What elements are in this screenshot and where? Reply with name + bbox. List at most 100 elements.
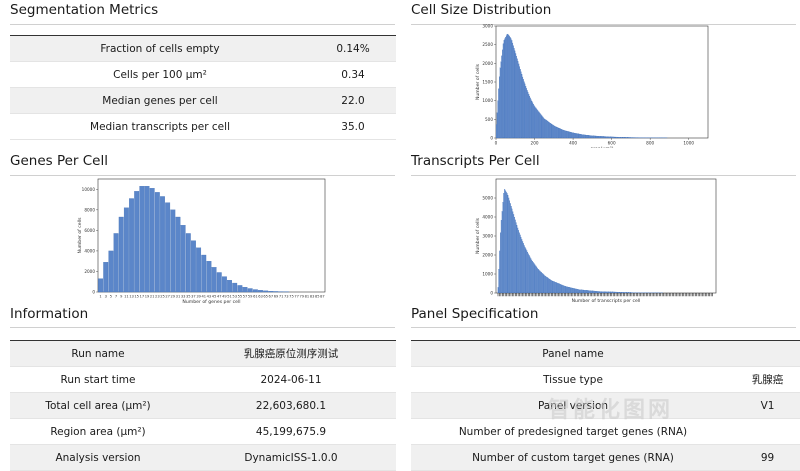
histogram-bar [119, 217, 124, 292]
histogram-bar [525, 249, 526, 293]
histogram-bar [600, 292, 601, 293]
histogram-bar [581, 290, 582, 293]
histogram-bar [588, 290, 589, 293]
histogram-bar [611, 137, 612, 138]
histogram-bar [232, 283, 237, 292]
histogram-bar [611, 292, 612, 293]
histogram-bar [572, 132, 573, 138]
y-tick-label: 5000 [482, 196, 493, 201]
y-tick-label: 4000 [482, 215, 493, 220]
histogram-bar [559, 284, 560, 293]
histogram-bar [566, 131, 567, 138]
histogram-bar [562, 129, 563, 138]
histogram-bar [513, 46, 514, 138]
histogram-bar [248, 289, 253, 292]
table-row: Total cell area (µm²) 22,603,680.1 [10, 393, 396, 419]
histogram-bar [533, 262, 534, 293]
histogram-bar [628, 292, 629, 293]
row-label: Total cell area (µm²) [10, 393, 186, 419]
y-tick-label: 2000 [482, 61, 493, 66]
x-tick-label: 43 [207, 295, 212, 299]
histogram-bar [626, 137, 627, 138]
histogram-bar [499, 77, 500, 138]
histogram-bar [597, 291, 598, 293]
x-tick-label: 33 [181, 295, 186, 299]
histogram-bar [498, 269, 499, 293]
genes-per-cell-title: Genes Per Cell [10, 153, 108, 169]
histogram-bar [572, 288, 573, 293]
histogram-bar [532, 103, 533, 138]
information-title-rule [10, 327, 395, 328]
y-tick-label: 0 [92, 290, 95, 295]
histogram-bar [615, 292, 616, 293]
histogram-bar [566, 287, 567, 293]
x-tick-label: 45 [212, 295, 217, 299]
histogram-bar [525, 247, 526, 293]
histogram-bar [515, 53, 516, 138]
histogram-bar [531, 101, 532, 138]
histogram-bar [634, 137, 635, 138]
histogram-bar [561, 284, 562, 293]
histogram-bar [568, 132, 569, 138]
histogram-bar [526, 250, 527, 293]
histogram-bar [621, 137, 622, 138]
histogram-bar [545, 276, 546, 293]
histogram-bar [571, 132, 572, 138]
histogram-bar [540, 114, 541, 138]
histogram-bar [515, 220, 516, 293]
histogram-bar [579, 134, 580, 138]
histogram-bar [602, 292, 603, 293]
histogram-bar [578, 289, 579, 293]
segmentation-title-rule [10, 24, 395, 25]
histogram-bar [103, 262, 108, 292]
histogram-bar [538, 112, 539, 138]
histogram-bar [628, 292, 629, 293]
x-axis-label: area(μm²) [590, 146, 613, 148]
histogram-bar [624, 137, 625, 138]
histogram-bar [176, 217, 181, 292]
histogram-bar [253, 290, 258, 292]
table-row: Fraction of cells empty 0.14% [10, 36, 396, 62]
histogram-bar [594, 136, 595, 138]
x-tick-label: 0 [495, 141, 498, 146]
histogram-bar [507, 195, 508, 293]
histogram-bar [603, 136, 604, 138]
histogram-bar [506, 192, 507, 293]
histogram-bar [552, 125, 553, 138]
histogram-bar [606, 292, 607, 293]
histogram-bar [520, 235, 521, 293]
histogram-bar [578, 134, 579, 138]
histogram-bar [618, 292, 619, 293]
histogram-bar [583, 290, 584, 293]
x-tick-label: 83 [310, 295, 315, 299]
histogram-bar [207, 261, 212, 292]
histogram-bar [632, 137, 633, 138]
histogram-bar [557, 283, 558, 293]
histogram-bar [612, 137, 613, 138]
y-tick-label: 1000 [482, 98, 493, 103]
histogram-bar [564, 130, 565, 138]
histogram-bar [503, 193, 504, 293]
histogram-bar [558, 128, 559, 138]
histogram-bar [519, 67, 520, 138]
histogram-bar [109, 251, 114, 292]
table-row: Run start time 2024-06-11 [10, 367, 396, 393]
histogram-bar [525, 84, 526, 138]
histogram-bar [528, 92, 529, 138]
histogram-bar [502, 50, 503, 138]
histogram-bar [542, 273, 543, 293]
histogram-bar [527, 90, 528, 138]
histogram-bar [622, 292, 623, 293]
histogram-bar [201, 255, 206, 292]
histogram-bar [598, 136, 599, 138]
table-row: Median genes per cell 22.0 [10, 88, 396, 114]
histogram-bar [552, 281, 553, 293]
histogram-bar [580, 290, 581, 293]
histogram-bar [572, 133, 573, 138]
histogram-bar [171, 210, 176, 292]
table-row: Panel name [411, 341, 800, 367]
histogram-bar [503, 44, 504, 138]
histogram-bar [511, 206, 512, 293]
histogram-bar [525, 86, 526, 138]
histogram-bar [579, 290, 580, 293]
